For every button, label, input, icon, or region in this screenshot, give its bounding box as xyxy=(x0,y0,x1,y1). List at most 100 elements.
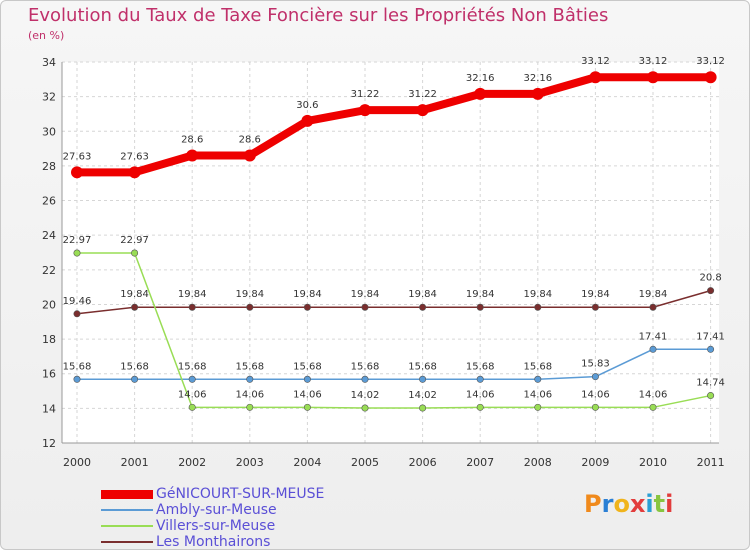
data-point xyxy=(301,114,314,127)
legend-swatch xyxy=(101,525,153,527)
data-point xyxy=(361,375,369,383)
y-tick-label: 24 xyxy=(42,229,56,242)
data-point xyxy=(303,303,311,311)
data-point xyxy=(416,104,429,117)
data-label: 31.22 xyxy=(351,89,380,100)
data-point xyxy=(534,403,542,411)
data-label: 19.46 xyxy=(63,296,92,307)
x-tick-label: 2008 xyxy=(524,456,552,469)
data-label: 19.84 xyxy=(351,289,380,300)
y-tick-label: 14 xyxy=(42,402,56,415)
data-label: 22.97 xyxy=(120,235,149,246)
data-label: 27.63 xyxy=(63,151,92,162)
y-tick-label: 22 xyxy=(42,264,56,277)
x-tick-label: 2007 xyxy=(466,456,494,469)
data-point xyxy=(476,403,484,411)
legend-label: Ambly-sur-Meuse xyxy=(156,502,277,518)
plot-area xyxy=(62,62,719,443)
data-label: 15.68 xyxy=(120,361,149,372)
y-tick-label: 26 xyxy=(42,195,56,208)
data-label: 14.06 xyxy=(235,389,264,400)
legend-swatch xyxy=(101,541,153,543)
data-point xyxy=(188,375,196,383)
y-tick-label: 28 xyxy=(42,160,56,173)
data-label: 14.06 xyxy=(639,389,668,400)
data-point xyxy=(188,303,196,311)
data-point xyxy=(188,403,196,411)
data-point xyxy=(649,403,657,411)
data-point xyxy=(131,303,139,311)
data-label: 28.6 xyxy=(181,135,203,146)
x-tick-label: 2005 xyxy=(351,456,379,469)
data-point xyxy=(71,166,83,179)
data-point xyxy=(707,287,715,295)
data-point xyxy=(534,303,542,311)
data-label: 33.12 xyxy=(639,56,668,67)
x-tick-label: 2006 xyxy=(409,456,437,469)
data-label: 14.74 xyxy=(696,378,725,389)
data-label: 20.8 xyxy=(699,273,721,284)
data-point xyxy=(243,149,256,162)
data-point xyxy=(303,403,311,411)
x-tick-label: 2000 xyxy=(63,456,91,469)
data-label: 14.06 xyxy=(523,389,552,400)
y-tick-label: 18 xyxy=(42,333,56,346)
data-label: 19.84 xyxy=(581,289,610,300)
y-tick-label: 20 xyxy=(42,298,56,311)
brand-letter: t xyxy=(653,490,666,518)
data-point xyxy=(246,375,254,383)
data-point xyxy=(246,403,254,411)
data-point xyxy=(73,249,81,257)
data-label: 14.06 xyxy=(581,389,610,400)
data-point xyxy=(531,87,544,100)
brand-letter: i xyxy=(645,490,654,518)
series-line-0 xyxy=(73,73,715,177)
data-point xyxy=(591,403,599,411)
data-label: 17.41 xyxy=(696,331,725,342)
data-label: 15.68 xyxy=(178,361,207,372)
data-label: 32.16 xyxy=(523,73,552,84)
data-label: 15.83 xyxy=(581,359,610,370)
data-label: 33.12 xyxy=(696,56,725,67)
x-tick-label: 2004 xyxy=(293,456,321,469)
data-label: 17.41 xyxy=(639,331,668,342)
data-label: 15.68 xyxy=(293,361,322,372)
data-label: 30.6 xyxy=(296,100,318,111)
brand-letter: o xyxy=(613,490,630,518)
series-line-2 xyxy=(76,252,712,409)
data-label: 15.68 xyxy=(63,361,92,372)
data-point xyxy=(128,166,141,179)
data-point xyxy=(186,149,199,162)
series-line-3 xyxy=(76,289,712,315)
data-point xyxy=(647,71,659,84)
x-tick-label: 2011 xyxy=(697,456,725,469)
x-tick-label: 2009 xyxy=(581,456,609,469)
x-tick-label: 2002 xyxy=(178,456,206,469)
legend-swatch xyxy=(101,489,153,499)
data-point xyxy=(303,375,311,383)
data-label: 15.68 xyxy=(351,361,380,372)
data-point xyxy=(131,249,139,257)
data-point xyxy=(419,303,427,311)
data-label: 22.97 xyxy=(63,235,92,246)
legend-label: Villers-sur-Meuse xyxy=(156,518,276,534)
chart-title: Evolution du Taux de Taxe Foncière sur l… xyxy=(28,5,609,26)
data-point xyxy=(419,375,427,383)
data-point xyxy=(649,345,657,353)
data-point xyxy=(73,310,81,318)
x-tick-label: 2001 xyxy=(121,456,149,469)
data-point xyxy=(419,404,427,412)
data-label: 14.06 xyxy=(466,389,495,400)
data-label: 15.68 xyxy=(408,361,437,372)
data-label: 14.06 xyxy=(293,389,322,400)
data-point xyxy=(534,375,542,383)
data-label: 19.84 xyxy=(120,289,149,300)
data-label: 28.6 xyxy=(239,135,261,146)
data-point xyxy=(649,303,657,311)
y-tick-label: 16 xyxy=(42,368,56,381)
data-point xyxy=(476,375,484,383)
data-point xyxy=(476,303,484,311)
data-label: 32.16 xyxy=(466,73,495,84)
proxiti-logo: Proxiti xyxy=(584,490,673,518)
